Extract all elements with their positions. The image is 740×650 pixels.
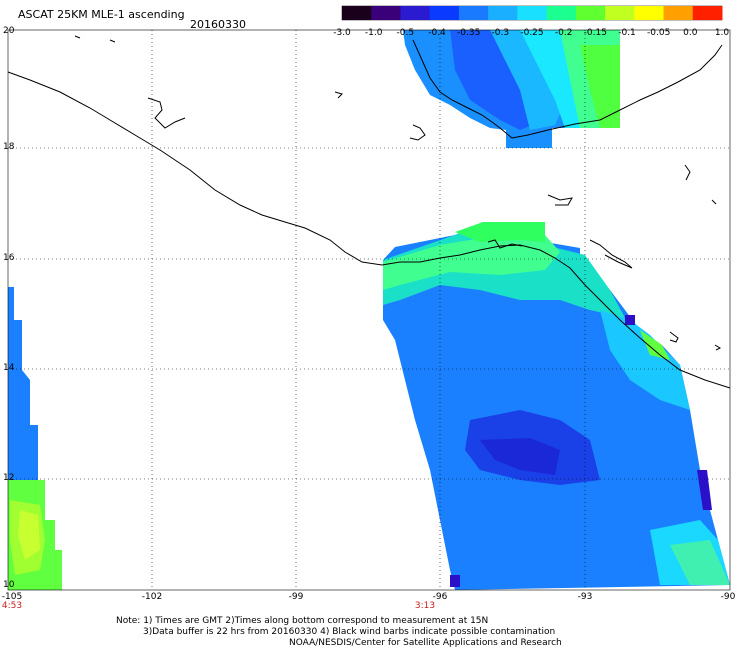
map-frame xyxy=(7,29,731,591)
note-line-1: Note: 1) Times are GMT 2)Times along bot… xyxy=(116,616,489,626)
colorbar-segment xyxy=(663,6,694,20)
map-date: 20160330 xyxy=(190,18,246,31)
colorbar-segment xyxy=(458,6,489,20)
pass-time-left: 4:53 xyxy=(1,601,23,611)
colorbar xyxy=(341,5,723,21)
lon-label-99: -99 xyxy=(288,592,304,602)
colorbar-segment xyxy=(692,6,723,20)
colorbar-tick-label: -0.2 xyxy=(554,28,573,38)
lat-label-20: 20 xyxy=(3,26,15,36)
swath-left xyxy=(8,287,62,590)
swath-top xyxy=(403,30,620,148)
lat-label-16: 16 xyxy=(3,253,15,263)
note-line-2: 3)Data buffer is 22 hrs from 20160330 4)… xyxy=(143,627,556,637)
colorbar-segment xyxy=(371,6,401,20)
colorbar-tick-label: -0.05 xyxy=(647,28,671,38)
lon-label-105: -105 xyxy=(1,592,23,602)
colorbar-tick-label: -0.5 xyxy=(396,28,415,38)
colorbar-segment xyxy=(400,6,431,20)
lat-label-12: 12 xyxy=(3,473,15,483)
colorbar-segment xyxy=(488,6,518,20)
colorbar-tick-label: -0.35 xyxy=(457,28,481,38)
colorbar-segment xyxy=(517,6,548,20)
lat-label-18: 18 xyxy=(3,142,15,152)
colorbar-tick-label: -3.0 xyxy=(333,28,351,38)
swath-bottom xyxy=(383,222,730,590)
lat-label-14: 14 xyxy=(3,363,15,373)
colorbar-tick-label: -0.3 xyxy=(491,28,510,38)
colorbar-tick-label: 0.0 xyxy=(683,28,698,38)
lon-label-102: -102 xyxy=(141,592,163,602)
colorbar-segment xyxy=(342,6,372,20)
pass-time-center: 3:13 xyxy=(414,601,436,611)
map-grid xyxy=(8,30,730,590)
colorbar-segment xyxy=(634,6,665,20)
colorbar-tick-label: 1.0 xyxy=(714,28,730,38)
colorbar-tick-label: -0.4 xyxy=(428,28,446,38)
note-line-3: NOAA/NESDIS/Center for Satellite Applica… xyxy=(289,638,562,648)
colorbar-segment xyxy=(605,6,635,20)
lat-label-10: 10 xyxy=(3,580,15,590)
lon-label-90: -90 xyxy=(720,592,736,602)
colorbar-segment xyxy=(546,6,577,20)
colorbar-tick-label: -0.25 xyxy=(520,28,544,38)
colorbar-segment xyxy=(575,6,606,20)
colorbar-segment xyxy=(429,6,460,20)
coastline xyxy=(7,35,731,389)
colorbar-tick-label: -1.0 xyxy=(364,28,383,38)
colorbar-tick-label: -0.15 xyxy=(583,28,607,38)
lon-label-96: -96 xyxy=(432,592,448,602)
colorbar-tick-label: -0.1 xyxy=(618,28,636,38)
lon-label-93: -93 xyxy=(577,592,593,602)
map-title: ASCAT 25KM MLE-1 ascending xyxy=(18,8,185,21)
